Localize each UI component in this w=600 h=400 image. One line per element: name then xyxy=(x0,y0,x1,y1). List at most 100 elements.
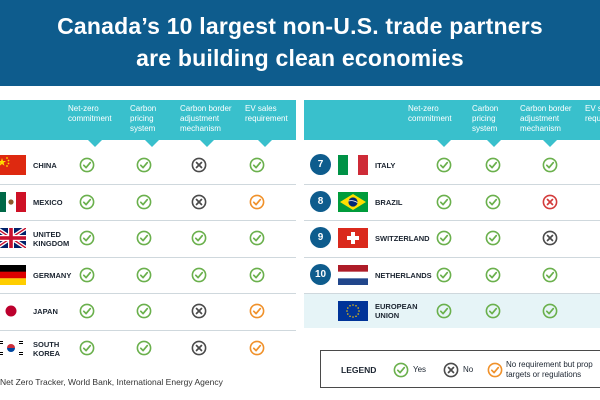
rank-badge: 7 xyxy=(310,154,331,175)
cross-icon xyxy=(191,157,207,173)
right-header-notch-2 xyxy=(487,140,501,147)
left-header-bar xyxy=(0,100,296,140)
cross-icon xyxy=(191,194,207,209)
check-icon xyxy=(436,157,452,173)
check-icon xyxy=(79,157,95,173)
left-header-net-zero: Net-zero commitment xyxy=(68,104,112,123)
flag-switzerland-icon xyxy=(338,228,368,248)
legend-yes-label: Yes xyxy=(413,365,427,374)
check-icon xyxy=(79,267,95,282)
left-header-border: Carbon border adjustment mechanism xyxy=(180,104,232,133)
partial-check-icon xyxy=(249,194,265,209)
row-separator xyxy=(0,293,296,294)
check-icon xyxy=(485,157,501,173)
check-icon xyxy=(191,267,207,282)
legend-no-label: No xyxy=(463,365,474,374)
check-icon xyxy=(249,267,265,282)
check-icon xyxy=(79,230,95,246)
check-icon xyxy=(485,303,501,319)
cross-icon xyxy=(191,340,207,355)
flag-italy-icon xyxy=(338,155,368,175)
rank-badge: 9 xyxy=(310,227,331,248)
country-name: SOUTH KOREA xyxy=(33,339,61,358)
check-icon xyxy=(191,230,207,246)
rank-badge: 8 xyxy=(310,190,331,212)
left-header-notch-3 xyxy=(200,140,214,147)
title-line-2: are building clean economies xyxy=(136,45,464,71)
left-header-notch-2 xyxy=(145,140,159,147)
check-icon xyxy=(436,230,452,246)
legend-title: LEGEND xyxy=(341,365,377,375)
page-title: Canada’s 10 largest non-U.S. trade partn… xyxy=(0,10,600,74)
left-header-carbon-pricing: Carbon pricing system xyxy=(130,104,157,133)
country-name: NETHERLANDS xyxy=(375,270,432,280)
legend: LEGEND Yes No No requirement but prop ta… xyxy=(320,350,600,388)
check-icon xyxy=(542,267,558,282)
check-icon xyxy=(136,157,152,173)
country-name: SWITZERLAND xyxy=(375,234,430,243)
country-name: BRAZIL xyxy=(375,197,403,207)
country-name: MEXICO xyxy=(33,197,63,207)
check-icon xyxy=(249,230,265,246)
right-header-ev: EV sales requirement xyxy=(585,104,600,123)
country-name: JAPAN xyxy=(33,307,58,316)
row-separator xyxy=(304,293,600,294)
row-separator xyxy=(0,329,296,331)
check-icon xyxy=(249,157,265,173)
left-header-notch-1 xyxy=(88,140,102,147)
title-line-1: Canada’s 10 largest non-U.S. trade partn… xyxy=(57,13,543,39)
country-name: UNITED KINGDOM xyxy=(33,230,70,248)
right-header-bar xyxy=(304,100,600,140)
country-name: EUROPEAN UNION xyxy=(375,302,418,320)
right-header-notch-3 xyxy=(543,140,557,147)
row-separator xyxy=(0,183,296,185)
flag-japan-icon xyxy=(0,301,26,321)
partial-check-icon xyxy=(249,303,265,319)
check-icon xyxy=(79,340,95,355)
country-name: ITALY xyxy=(375,161,396,170)
row-separator xyxy=(0,220,296,221)
row-separator xyxy=(0,256,296,258)
red-cross-icon xyxy=(542,194,558,209)
rank-badge: 10 xyxy=(310,263,331,285)
legend-no-icon xyxy=(443,362,459,378)
flag-netherlands-icon xyxy=(338,264,368,285)
legend-partial-icon xyxy=(487,362,503,378)
check-icon xyxy=(136,194,152,209)
flag-brazil-icon xyxy=(338,191,368,212)
flag-germany-icon xyxy=(0,264,26,285)
check-icon xyxy=(79,194,95,209)
country-name: CHINA xyxy=(33,161,57,170)
cross-icon xyxy=(191,303,207,319)
left-header-notch-4 xyxy=(258,140,272,147)
title-banner: Canada’s 10 largest non-U.S. trade partn… xyxy=(0,0,600,86)
cross-icon xyxy=(542,230,558,246)
check-icon xyxy=(436,194,452,209)
source-note: Net Zero Tracker, World Bank, Internatio… xyxy=(0,377,223,387)
check-icon xyxy=(542,157,558,173)
right-header-carbon-pricing: Carbon pricing system xyxy=(472,104,499,133)
row-separator xyxy=(304,220,600,221)
legend-partial-label: No requirement but prop targets or regul… xyxy=(506,360,600,380)
check-icon xyxy=(485,194,501,209)
check-icon xyxy=(136,303,152,319)
flag-eu-icon xyxy=(338,301,368,321)
flag-south-korea-icon xyxy=(0,337,26,358)
check-icon xyxy=(542,303,558,319)
left-header-ev: EV sales requirement xyxy=(245,104,288,123)
country-name: GERMANY xyxy=(33,270,72,280)
check-icon xyxy=(136,267,152,282)
check-icon xyxy=(79,303,95,319)
legend-partial-line-1: No requirement but prop xyxy=(506,360,593,369)
right-header-net-zero: Net-zero commitment xyxy=(408,104,452,123)
check-icon xyxy=(485,267,501,282)
row-separator xyxy=(304,256,600,258)
legend-partial-line-2: targets or regulations xyxy=(506,370,582,379)
flag-uk-icon xyxy=(0,228,26,248)
legend-yes-icon xyxy=(393,362,409,378)
check-icon xyxy=(436,303,452,319)
flag-mexico-icon xyxy=(0,191,26,212)
check-icon xyxy=(136,230,152,246)
right-header-border: Carbon border adjustment mechanism xyxy=(520,104,572,133)
check-icon xyxy=(436,267,452,282)
